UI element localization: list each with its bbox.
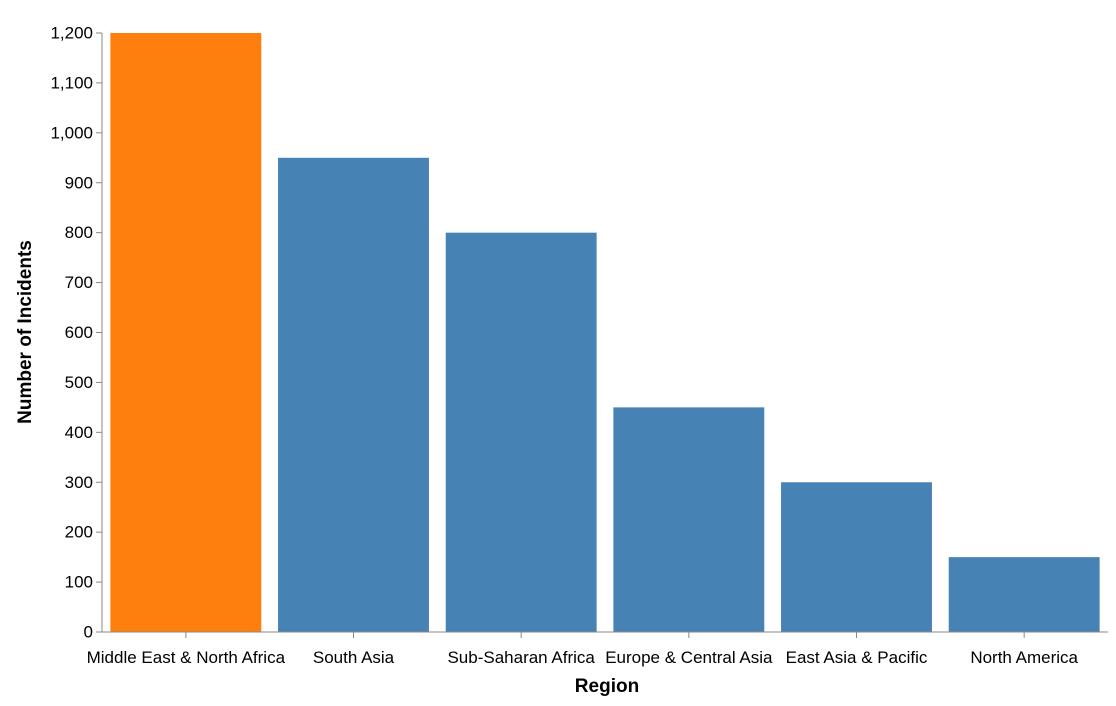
y-tick-label: 1,000 [50, 123, 93, 142]
bars-group [110, 33, 1100, 632]
y-tick-label: 700 [65, 273, 93, 292]
x-axis-title: Region [575, 676, 639, 697]
x-tick-label: East Asia & Pacific [786, 648, 928, 667]
y-tick-label: 100 [65, 573, 93, 592]
y-tick-label: 1,100 [50, 73, 93, 92]
bar-4 [781, 482, 932, 632]
y-axis: 0 100 200 300 400 500 600 700 800 900 1,000 1,100 1,… [50, 24, 103, 642]
x-axis: Middle East & North Africa South Asia Sub-… [87, 631, 1108, 667]
y-tick-label: 800 [65, 223, 93, 242]
bar-3 [613, 407, 765, 632]
bar-1 [278, 157, 429, 632]
y-tick-label: 500 [65, 373, 93, 392]
y-axis-title: Number of Incidents [15, 240, 36, 424]
x-tick-label: South Asia [313, 648, 395, 667]
y-tick-label: 0 [84, 623, 93, 642]
y-tick-label: 1,200 [50, 24, 93, 43]
bar-2 [445, 232, 597, 632]
y-tick-label: 200 [65, 523, 93, 542]
y-tick-label: 900 [65, 173, 93, 192]
y-tick-label: 400 [65, 423, 93, 442]
x-tick-label: North America [970, 648, 1078, 667]
bar-0 [110, 33, 262, 632]
x-tick-label: Middle East & North Africa [87, 648, 286, 667]
y-tick-label: 600 [65, 323, 93, 342]
plot-area: 0 100 200 300 400 500 600 700 800 900 1,000 1,100 1,… [50, 24, 1108, 667]
x-tick-label: Europe & Central Asia [605, 648, 773, 667]
y-tick-label: 300 [65, 473, 93, 492]
x-tick-label: Sub-Saharan Africa [447, 648, 595, 667]
bar-5 [948, 557, 1100, 632]
